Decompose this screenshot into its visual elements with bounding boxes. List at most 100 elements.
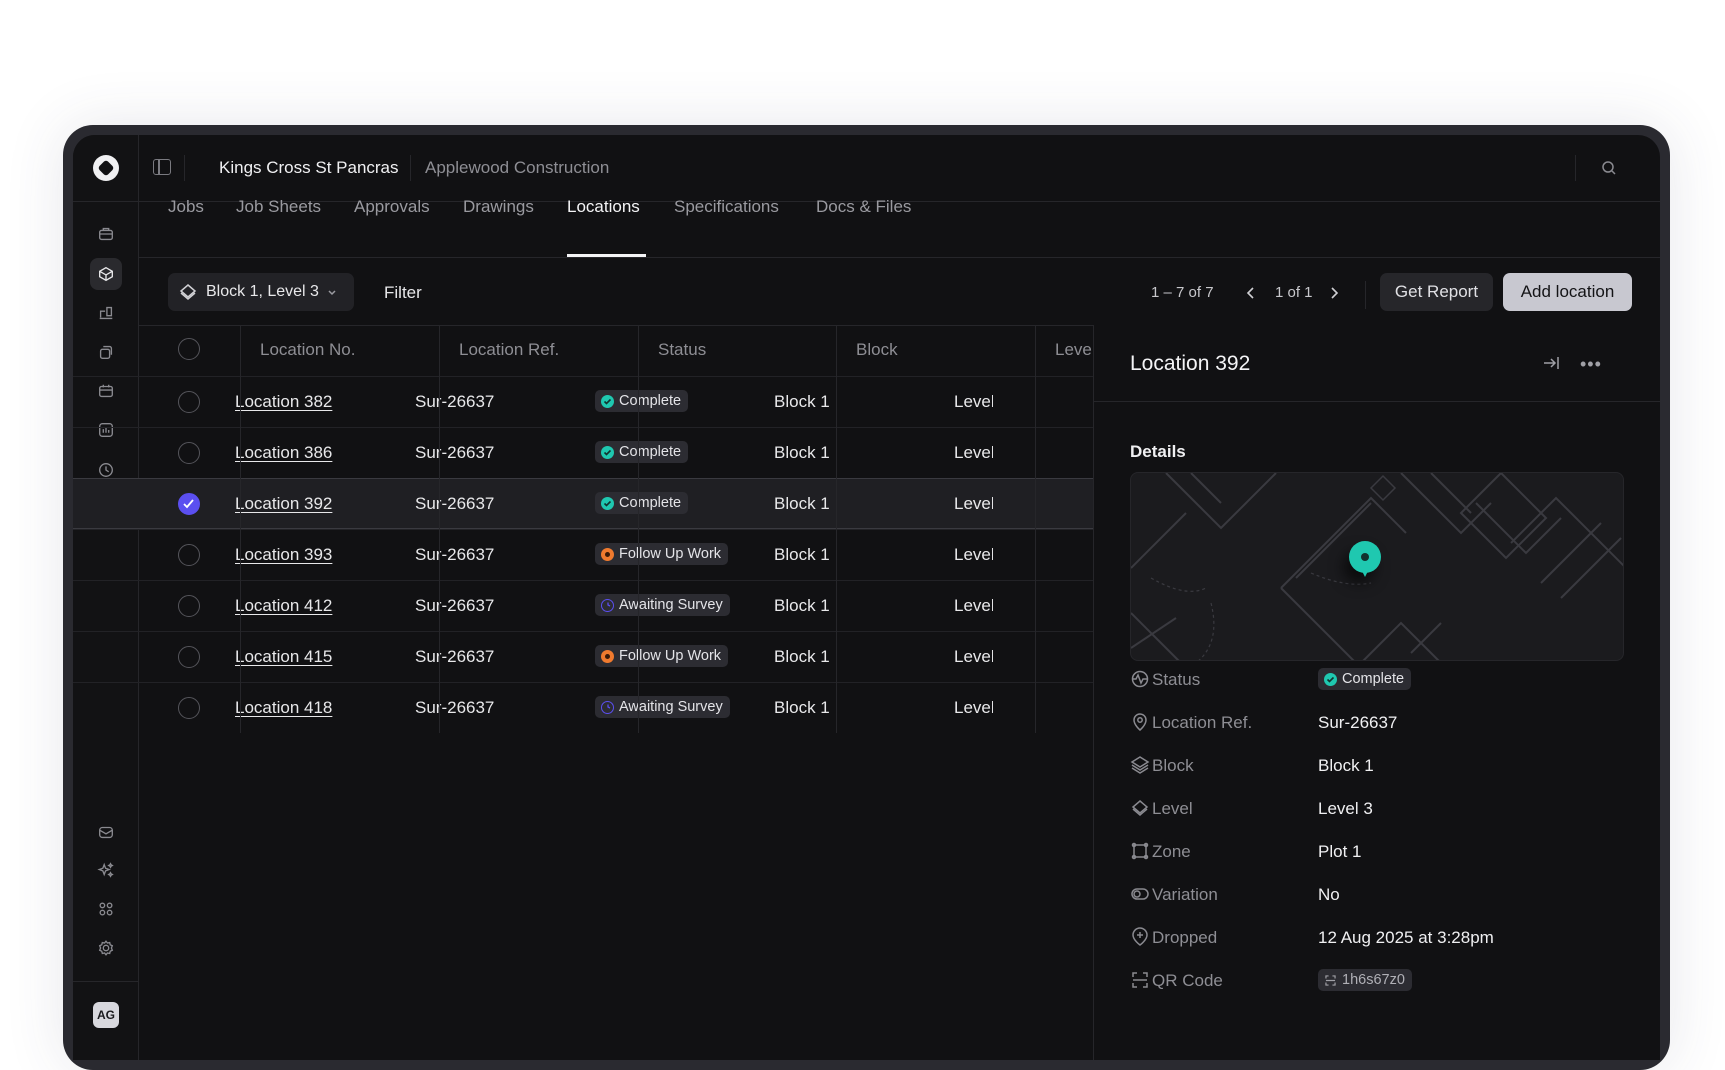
filter-button[interactable]: Filter	[384, 283, 422, 302]
column-header-location-no[interactable]: Location No.	[260, 340, 356, 359]
select-all-checkbox[interactable]	[178, 338, 200, 360]
status-badge: Awaiting Survey	[595, 594, 730, 616]
qr-code-badge[interactable]: 1h6s67z0	[1318, 969, 1412, 991]
details-section-title: Details	[1130, 442, 1186, 461]
detail-value: Plot 1	[1318, 842, 1362, 861]
column-header-level[interactable]: Level	[1055, 340, 1093, 359]
more-options-icon[interactable]: •••	[1580, 354, 1602, 374]
table-row[interactable]: Location 393 Sur-26637 Follow Up Work Bl…	[73, 529, 1093, 580]
get-report-button[interactable]: Get Report	[1380, 273, 1493, 311]
detail-row-dropped: Dropped 12 Aug 2025 at 3:28pm	[1082, 926, 1642, 956]
status-label: Complete	[1342, 671, 1405, 687]
next-page-icon[interactable]	[1328, 285, 1340, 306]
status-badge: Follow Up Work	[595, 543, 729, 565]
clock-icon[interactable]	[90, 454, 122, 486]
tab-locations[interactable]: Locations	[567, 197, 640, 216]
location-ref: Sur-26637	[415, 596, 495, 615]
inbox-icon[interactable]	[90, 816, 122, 848]
check-circle-icon	[601, 394, 614, 408]
row-checkbox[interactable]	[178, 595, 200, 617]
map-pin-marker[interactable]	[1349, 541, 1381, 577]
table-row[interactable]: Location 386 Sur-26637 Complete Block 1 …	[73, 427, 1093, 478]
detail-label: Variation	[1152, 885, 1218, 904]
jobs-briefcase-icon[interactable]	[90, 218, 122, 250]
panel-title: Location 392	[1130, 352, 1251, 375]
active-tab-indicator	[567, 254, 646, 257]
toggle-sidebar-icon[interactable]	[153, 159, 171, 175]
table-row[interactable]: Location 418 Sur-26637 Awaiting Survey B…	[73, 682, 1093, 733]
location-link[interactable]: Location 382	[235, 392, 333, 411]
status-label: Follow Up Work	[619, 546, 722, 562]
column-header-block[interactable]: Block	[856, 340, 898, 359]
block-cell: Block 1	[774, 647, 830, 666]
sidebar: AG	[73, 135, 139, 1060]
detail-row-location-ref: Location Ref. Sur-26637	[1082, 711, 1642, 741]
detail-row-level: Level Level 3	[1082, 797, 1642, 827]
apps-grid-icon[interactable]	[90, 893, 122, 925]
row-checkbox[interactable]	[178, 697, 200, 719]
copies-icon[interactable]	[90, 336, 122, 368]
status-label: Awaiting Survey	[619, 597, 723, 613]
location-link[interactable]: Location 415	[235, 647, 333, 666]
follow-up-icon	[601, 547, 614, 561]
tab-job-sheets[interactable]: Job Sheets	[236, 197, 322, 216]
table-row[interactable]: Location 415 Sur-26637 Follow Up Work Bl…	[73, 631, 1093, 682]
tab-specifications[interactable]: Specifications	[674, 197, 779, 216]
column-header-location-ref[interactable]: Location Ref.	[459, 340, 560, 359]
check-circle-icon	[601, 496, 614, 510]
location-link[interactable]: Location 418	[235, 698, 333, 717]
app-logo[interactable]	[93, 155, 119, 181]
status-badge: Complete	[1318, 668, 1412, 690]
row-checkbox[interactable]	[178, 544, 200, 566]
search-icon[interactable]	[1601, 160, 1617, 176]
level-cell: Level 3	[954, 494, 993, 513]
sparkles-icon[interactable]	[90, 854, 122, 886]
level-cell: Level 3	[954, 698, 993, 717]
block-cell: Block 1	[774, 443, 830, 462]
detail-label: Block	[1152, 756, 1194, 775]
table-row[interactable]: Location 412 Sur-26637 Awaiting Survey B…	[73, 580, 1093, 631]
location-link[interactable]: Location 386	[235, 443, 333, 462]
user-avatar[interactable]: AG	[93, 1002, 119, 1028]
calendar-icon[interactable]	[90, 375, 122, 407]
pin-plus-icon	[1130, 927, 1152, 949]
chart-icon[interactable]	[90, 414, 122, 446]
clock-icon	[601, 598, 614, 612]
location-ref: Sur-26637	[415, 698, 495, 717]
tab-approvals[interactable]: Approvals	[354, 197, 430, 216]
chevron-down-icon	[328, 290, 336, 296]
detail-row-block: Block Block 1	[1082, 754, 1642, 784]
column-header-status[interactable]: Status	[658, 340, 707, 359]
row-checkbox[interactable]	[178, 493, 200, 515]
status-badge: Awaiting Survey	[595, 696, 730, 718]
location-link[interactable]: Location 393	[235, 545, 333, 564]
locations-cube-icon[interactable]	[90, 258, 122, 290]
location-map[interactable]	[1130, 472, 1624, 661]
block-cell: Block 1	[774, 545, 830, 564]
locations-table: Location No. Location Ref. Status Block …	[73, 325, 1093, 745]
tab-jobs[interactable]: Jobs	[168, 197, 204, 216]
collapse-panel-icon[interactable]	[1542, 354, 1560, 377]
status-badge: Complete	[595, 390, 689, 412]
table-row[interactable]: Location 392 Sur-26637 Complete Block 1 …	[73, 478, 1093, 529]
settings-gear-icon[interactable]	[90, 932, 122, 964]
drawings-icon[interactable]	[90, 297, 122, 329]
tab-docs-files[interactable]: Docs & Files	[816, 197, 912, 216]
row-checkbox[interactable]	[178, 442, 200, 464]
table-row[interactable]: Location 382 Sur-26637 Complete Block 1 …	[73, 376, 1093, 427]
detail-label: Dropped	[1152, 928, 1218, 947]
status-label: Complete	[619, 393, 682, 409]
zone-icon	[1130, 841, 1152, 863]
tab-drawings[interactable]: Drawings	[463, 197, 534, 216]
prev-page-icon[interactable]	[1245, 285, 1257, 306]
location-link[interactable]: Location 392	[235, 494, 333, 513]
project-name[interactable]: Kings Cross St Pancras	[219, 158, 399, 177]
add-location-button[interactable]: Add location	[1503, 273, 1632, 311]
company-name[interactable]: Applewood Construction	[425, 158, 610, 177]
location-ref: Sur-26637	[415, 494, 495, 513]
row-checkbox[interactable]	[178, 646, 200, 668]
row-checkbox[interactable]	[178, 391, 200, 413]
detail-value: No	[1318, 885, 1340, 904]
scope-dropdown[interactable]: Block 1, Level 3	[168, 273, 354, 311]
location-link[interactable]: Location 412	[235, 596, 333, 615]
